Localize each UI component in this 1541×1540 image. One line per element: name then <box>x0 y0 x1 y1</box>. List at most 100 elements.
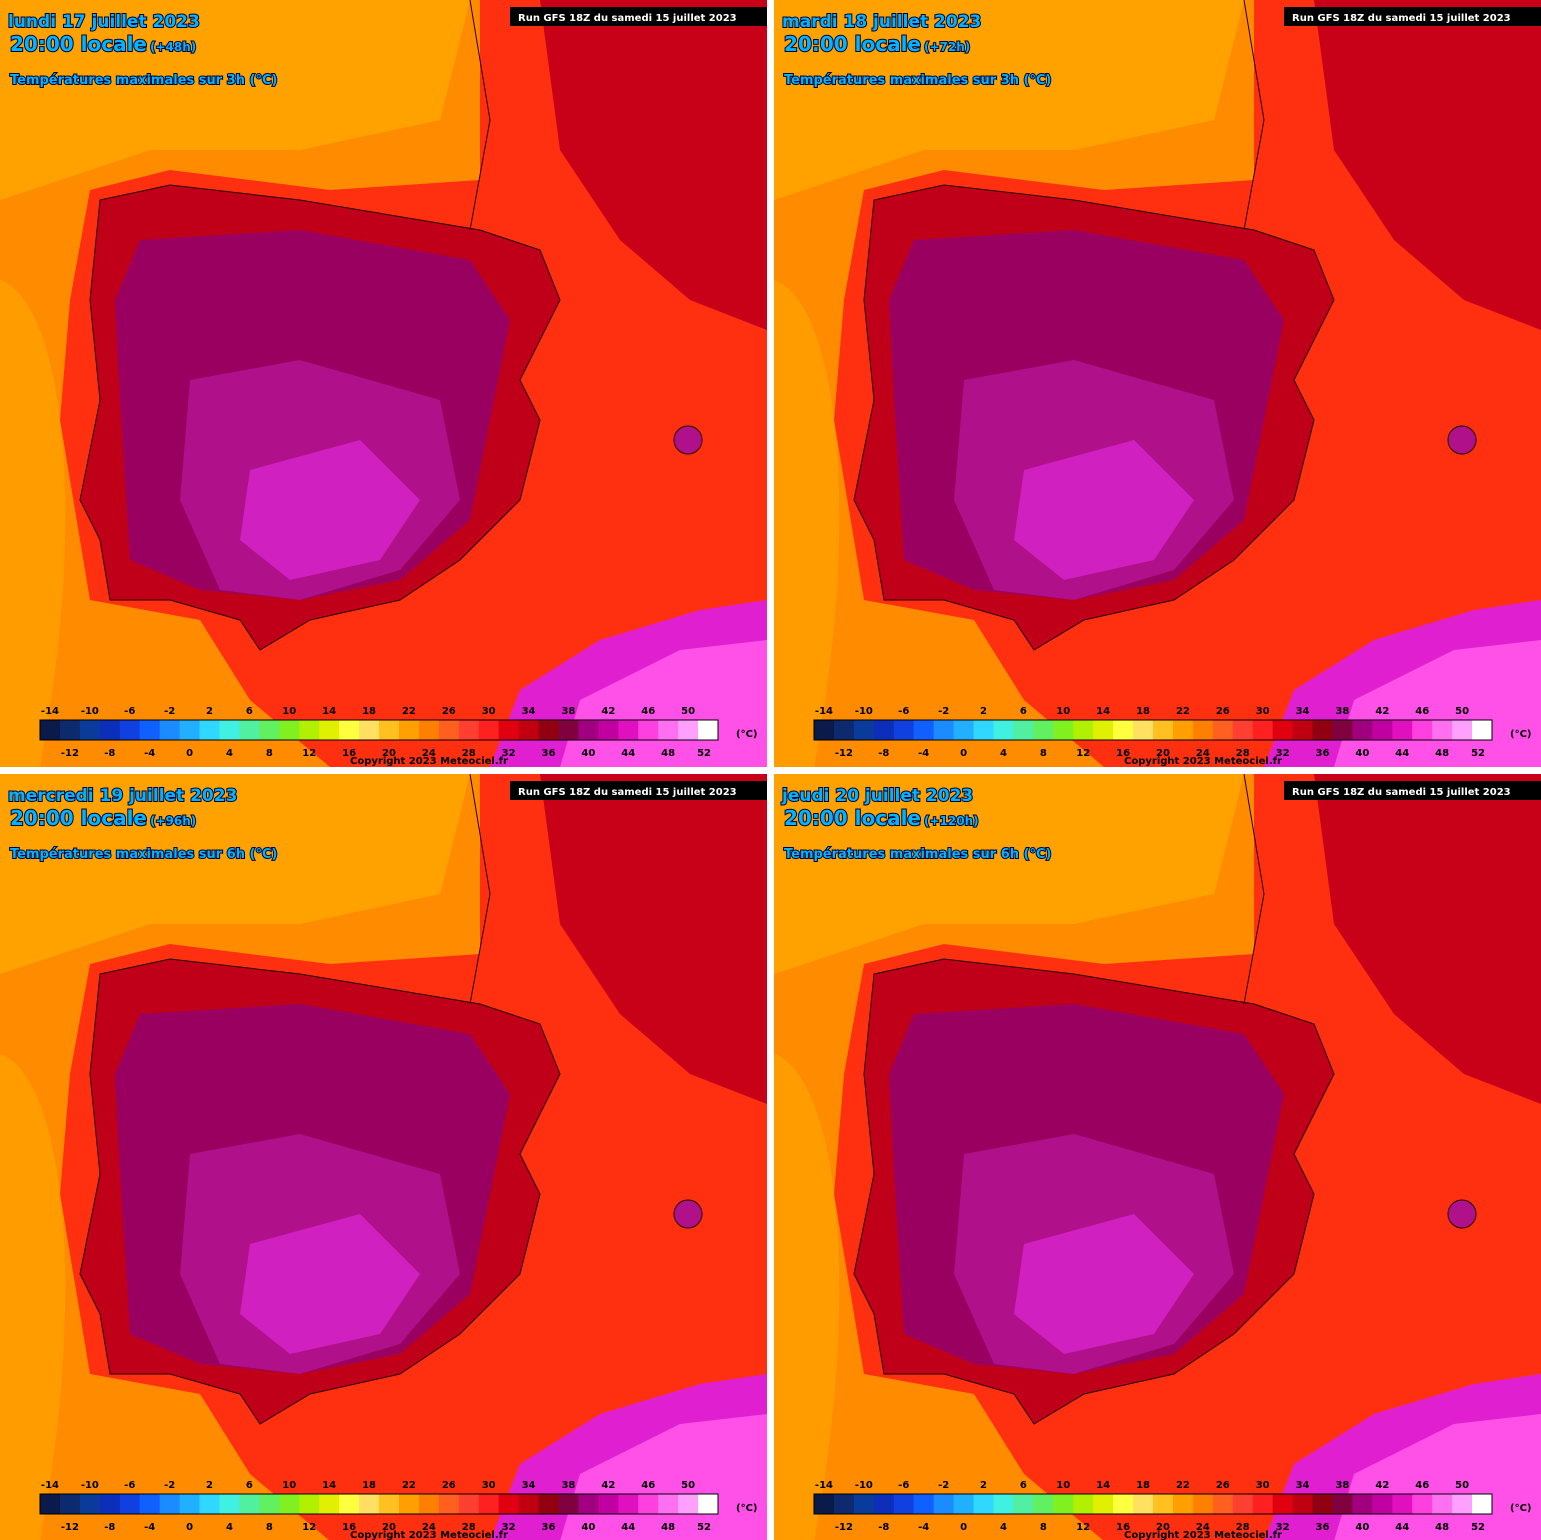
colorbar-tick-label: 12 <box>1076 1522 1090 1533</box>
colorbar-box <box>853 720 875 740</box>
panel-subtitle: Températures maximales sur 6h (°C) <box>784 847 1051 862</box>
colorbar-box <box>379 1494 400 1514</box>
colorbar-frame <box>39 1493 719 1515</box>
colorbar-tick-label: 24 <box>422 748 436 759</box>
colorbar-tick-label: 40 <box>581 1522 595 1533</box>
colorbar-box <box>993 1494 1014 1514</box>
colorbar-box <box>179 720 201 740</box>
colorbar-tick-label: 26 <box>1216 706 1230 717</box>
colorbar-box <box>1192 1494 1214 1514</box>
colorbar-tick-label: 48 <box>1435 748 1449 759</box>
colorbar-unit: (°C) <box>736 1503 757 1514</box>
colorbar-tick-label: 2 <box>206 1480 213 1491</box>
colorbar-box <box>179 1494 201 1514</box>
colorbar-box <box>259 720 280 740</box>
colorbar-tick-label: 40 <box>1355 748 1369 759</box>
copyright: Copyright 2023 Meteociel.fr <box>350 1530 508 1540</box>
lead-time: (+72h) <box>924 40 970 54</box>
colorbar-tick-label: 36 <box>1316 1522 1330 1533</box>
colorbar-box <box>139 720 161 740</box>
colorbar-tick-label: 6 <box>246 706 253 717</box>
lead-time: (+120h) <box>924 814 979 828</box>
colorbar-tick-label: 20 <box>382 1522 396 1533</box>
colorbar-box <box>1452 1494 1473 1514</box>
colorbar-tick-label: -8 <box>878 748 889 759</box>
colorbar-box <box>1153 1494 1174 1514</box>
colorbar-box <box>1013 720 1034 740</box>
colorbar-box <box>239 1494 260 1514</box>
colorbar-box <box>1113 1494 1134 1514</box>
run-label: Run GFS 18Z du samedi 15 juillet 2023 <box>518 787 737 798</box>
colorbar-unit: (°C) <box>1510 1503 1531 1514</box>
colorbar-box <box>1452 720 1473 740</box>
colorbar-tick-label: -12 <box>835 1522 853 1533</box>
run-box <box>510 7 767 26</box>
colorbar-box <box>279 1494 300 1514</box>
colorbar-box <box>59 1494 81 1514</box>
lead-time: (+96h) <box>150 814 196 828</box>
colorbar-tick-label: -2 <box>164 706 175 717</box>
colorbar-tick-label: 52 <box>697 748 711 759</box>
colorbar-tick-label: 34 <box>1296 1480 1310 1491</box>
colorbar-tick-label: 34 <box>1296 706 1310 717</box>
run-label: Run GFS 18Z du samedi 15 juillet 2023 <box>1292 13 1511 24</box>
panel-time: 20:00 locale (+72h) <box>784 32 970 56</box>
colorbar-box <box>1153 720 1174 740</box>
colorbar-tick-label: 18 <box>1136 706 1150 717</box>
colorbar-box <box>618 720 639 740</box>
colorbar-box <box>40 720 61 740</box>
colorbar-box <box>379 720 400 740</box>
colorbar-box <box>99 1494 121 1514</box>
colorbar-box <box>458 1494 480 1514</box>
colorbar-box <box>219 720 240 740</box>
copyright: Copyright 2023 Meteociel.fr <box>1124 756 1282 767</box>
colorbar-tick-label: 6 <box>246 1480 253 1491</box>
colorbar-tick-label: 6 <box>1020 1480 1027 1491</box>
colorbar-tick-label: -6 <box>898 706 909 717</box>
colorbar-tick-label: 6 <box>1020 706 1027 717</box>
colorbar-tick-label: 22 <box>1176 706 1190 717</box>
colorbar-box <box>814 1494 835 1514</box>
colorbar-box <box>913 720 935 740</box>
colorbar-tick-label: 38 <box>561 1480 575 1491</box>
colorbar-box <box>199 720 220 740</box>
colorbar-box <box>1432 720 1453 740</box>
colorbar-tick-label: 0 <box>186 748 193 759</box>
colorbar-tick-label: 12 <box>302 1522 316 1533</box>
colorbar-box <box>1033 720 1054 740</box>
colorbar-box <box>698 720 719 740</box>
colorbar-tick-label: 10 <box>1056 706 1070 717</box>
colorbar-box <box>913 1494 935 1514</box>
colorbar-tick-label: 44 <box>1395 748 1409 759</box>
colorbar-box <box>299 720 320 740</box>
colorbar-tick-label: -14 <box>815 1480 833 1491</box>
colorbar-box <box>558 1494 579 1514</box>
colorbar-tick-label: 4 <box>226 748 233 759</box>
colorbar-tick-label: 14 <box>1096 706 1110 717</box>
colorbar-box <box>1252 720 1274 740</box>
colorbar-box <box>1073 720 1094 740</box>
panel-time: 20:00 locale (+120h) <box>784 806 979 830</box>
colorbar-box <box>1172 1494 1194 1514</box>
colorbar-box <box>518 1494 540 1514</box>
colorbar-tick-label: -2 <box>938 706 949 717</box>
colorbar-box <box>99 720 121 740</box>
colorbar-box <box>638 720 659 740</box>
colorbar-box <box>359 1494 380 1514</box>
colorbar-tick-label: -8 <box>104 748 115 759</box>
panel-date: mercredi 19 juillet 2023 <box>8 786 237 806</box>
colorbar-tick-label: 2 <box>980 1480 987 1491</box>
colorbar-box <box>398 1494 420 1514</box>
colorbar-box <box>578 1494 599 1514</box>
colorbar-tick-label: -10 <box>81 1480 99 1491</box>
panel-subtitle: Températures maximales sur 3h (°C) <box>10 73 277 88</box>
colorbar-box <box>893 720 915 740</box>
colorbar-box <box>1272 720 1294 740</box>
colorbar-box <box>418 720 440 740</box>
panel-time: 20:00 locale (+48h) <box>10 32 196 56</box>
map-background <box>0 774 767 1540</box>
colorbar-box <box>558 720 579 740</box>
colorbar-box <box>1013 1494 1034 1514</box>
